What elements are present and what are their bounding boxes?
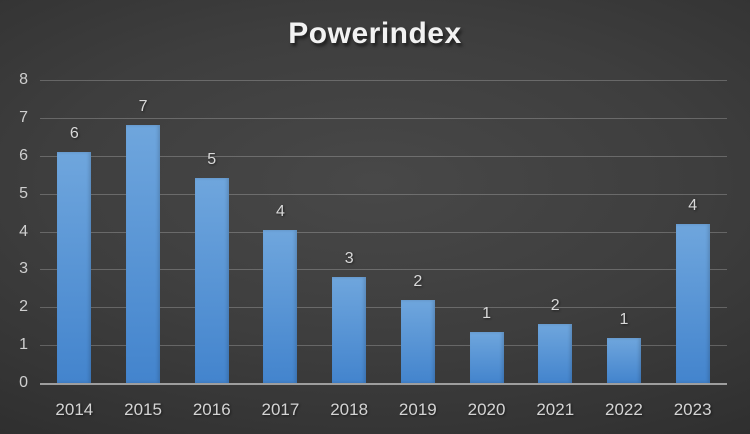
gridline (40, 231, 727, 233)
y-axis-tick-label: 3 (19, 260, 28, 278)
bar-2015 (126, 125, 161, 383)
bar-2019 (400, 299, 435, 383)
bar-2018 (332, 276, 367, 383)
gridline (40, 80, 727, 81)
plot-area: 6 7 5 4 3 2 1 2 1 4 (40, 80, 727, 385)
data-label-2023: 4 (688, 196, 698, 214)
data-label-2021: 2 (550, 297, 560, 315)
x-axis-tick-label: 2017 (261, 400, 300, 419)
y-axis-tick-label: 1 (19, 336, 28, 354)
gridline (40, 345, 727, 347)
x-axis-tick-label: 2021 (536, 400, 575, 419)
data-label-2015: 7 (138, 98, 148, 116)
data-label-2018: 3 (344, 249, 354, 267)
x-axis-tick-label: 2023 (673, 400, 712, 419)
data-label-2016: 5 (207, 151, 217, 169)
data-label-2020: 1 (482, 304, 491, 322)
gridline (40, 307, 727, 309)
gridline (40, 193, 727, 195)
y-axis: 0 1 2 3 4 5 6 7 8 (0, 71, 30, 391)
bar-2017 (263, 229, 298, 383)
x-axis-tick-label: 2020 (467, 400, 506, 419)
y-axis-tick-label: 7 (19, 108, 28, 126)
data-label-2014: 6 (69, 124, 79, 142)
bar-2020 (469, 331, 504, 383)
x-axis-tick-label: 2018 (330, 400, 369, 419)
bar-2022 (606, 337, 641, 383)
x-axis-tick-label: 2014 (55, 400, 94, 419)
x-axis: 2014 2015 2016 2017 2018 2019 2020 2021 2022 2023 (40, 399, 727, 421)
data-label-2022: 1 (619, 310, 629, 328)
y-axis-tick-label: 2 (19, 298, 28, 316)
bar-2016 (194, 178, 229, 383)
bar-2021 (538, 324, 573, 383)
y-axis-tick-label: 6 (19, 146, 28, 164)
data-label-2017: 4 (275, 202, 285, 220)
y-axis-tick-label: 5 (19, 184, 28, 202)
chart-title: Powerindex (288, 17, 462, 50)
gridline (40, 117, 727, 119)
gridline (40, 269, 727, 271)
x-axis-tick-label: 2016 (192, 400, 231, 419)
y-axis-tick-label: 8 (19, 71, 28, 88)
bar-2023 (675, 223, 710, 383)
y-axis-tick-label: 4 (19, 222, 28, 240)
y-axis-tick-label: 0 (19, 374, 28, 391)
data-label-2019: 2 (413, 272, 423, 290)
gridline (40, 155, 727, 157)
x-axis-tick-label: 2015 (124, 400, 162, 419)
x-axis-tick-label: 2022 (605, 400, 643, 419)
bar-2014 (57, 151, 92, 383)
x-axis-tick-label: 2019 (398, 400, 437, 419)
